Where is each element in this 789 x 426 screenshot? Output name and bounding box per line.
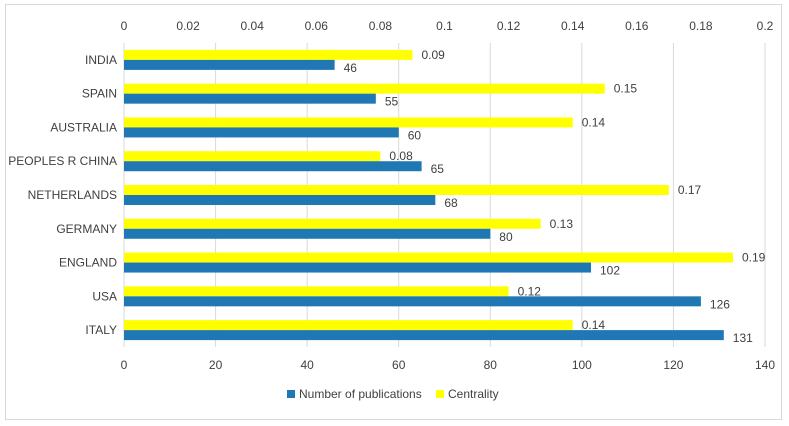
centrality-value-label-7: 0.12 xyxy=(518,284,542,298)
bottom-tick-label-3: 60 xyxy=(392,358,406,372)
publications-value-label-3: 65 xyxy=(431,162,445,176)
publications-value-label-0: 46 xyxy=(344,61,358,75)
legend-label-centrality: Centrality xyxy=(448,387,499,401)
top-tick-label-10: 0.2 xyxy=(757,19,774,33)
centrality-value-label-3: 0.08 xyxy=(389,149,413,163)
publications-bar-0 xyxy=(124,59,335,70)
publications-bar-4 xyxy=(124,195,436,205)
category-label-2: AUSTRALIA xyxy=(50,120,117,134)
centrality-value-label-1: 0.15 xyxy=(614,82,638,96)
legend-label-publications: Number of publications xyxy=(299,387,422,401)
publications-value-label-8: 131 xyxy=(733,331,753,345)
centrality-value-label-4: 0.17 xyxy=(678,183,702,197)
publications-value-label-7: 126 xyxy=(710,297,730,311)
centrality-bar-6 xyxy=(124,252,733,263)
top-tick-label-2: 0.04 xyxy=(241,19,265,33)
top-axis: 0 0.02 0.04 0.06 0.08 0.1 0.12 0.14 0.16 0.18 0.2 xyxy=(121,19,774,33)
publications-value-label-6: 102 xyxy=(600,264,620,278)
category-label-5: GERMANY xyxy=(56,222,117,236)
centrality-value-label-5: 0.13 xyxy=(550,217,574,231)
chart-frame xyxy=(5,4,782,420)
publications-bar-6 xyxy=(124,262,592,273)
publications-bar-3 xyxy=(124,161,422,172)
centrality-value-label-8: 0.14 xyxy=(582,318,606,332)
publications-value-label-4: 68 xyxy=(444,196,458,210)
legend: Number of publications Centrality xyxy=(287,387,499,401)
publications-value-label-2: 60 xyxy=(408,128,422,142)
category-label-6: ENGLAND xyxy=(59,256,117,270)
centrality-bar-0 xyxy=(124,49,413,60)
publications-bar-2 xyxy=(124,127,399,138)
category-label-0: INDIA xyxy=(85,53,117,67)
legend-swatch-publications xyxy=(287,390,295,398)
centrality-bar-8 xyxy=(124,320,573,331)
bars: 0.09 46 0.15 55 0.14 60 0.08 65 0.17 68 0.13 80 0.19… xyxy=(124,48,766,345)
legend-swatch-centrality xyxy=(436,390,444,398)
centrality-bar-2 xyxy=(124,117,573,128)
publications-bar-8 xyxy=(124,330,724,341)
category-label-3: PEOPLES R CHINA xyxy=(8,154,117,168)
centrality-value-label-2: 0.14 xyxy=(582,115,606,129)
publications-bar-5 xyxy=(124,228,491,239)
category-label-7: USA xyxy=(92,289,117,303)
top-tick-label-9: 0.18 xyxy=(689,19,713,33)
centrality-value-label-0: 0.09 xyxy=(421,48,445,62)
bottom-axis: 0 20 40 60 80 100 120 140 xyxy=(121,358,776,372)
centrality-bar-1 xyxy=(124,83,605,94)
bottom-tick-label-7: 140 xyxy=(755,358,775,372)
publications-value-label-5: 80 xyxy=(499,230,513,244)
top-tick-label-1: 0.02 xyxy=(176,19,200,33)
centrality-bar-5 xyxy=(124,218,541,229)
category-label-1: SPAIN xyxy=(82,87,117,101)
category-labels: INDIA SPAIN AUSTRALIA PEOPLES R CHINA NETHER… xyxy=(8,53,117,337)
publications-bar-7 xyxy=(124,296,701,307)
centrality-value-label-6: 0.19 xyxy=(742,251,766,265)
top-tick-label-0: 0 xyxy=(121,19,128,33)
top-tick-label-6: 0.12 xyxy=(497,19,521,33)
bottom-tick-label-4: 80 xyxy=(484,358,498,372)
bottom-tick-label-5: 100 xyxy=(572,358,592,372)
top-tick-label-7: 0.14 xyxy=(561,19,585,33)
top-tick-label-5: 0.1 xyxy=(436,19,453,33)
category-label-8: ITALY xyxy=(85,323,117,337)
publications-bar-1 xyxy=(124,93,376,104)
top-tick-label-3: 0.06 xyxy=(305,19,329,33)
centrality-bar-3 xyxy=(124,151,381,162)
category-label-4: NETHERLANDS xyxy=(28,188,117,202)
top-tick-label-4: 0.08 xyxy=(369,19,393,33)
bottom-tick-label-0: 0 xyxy=(121,358,128,372)
bottom-tick-label-6: 120 xyxy=(663,358,683,372)
bottom-tick-label-1: 20 xyxy=(209,358,223,372)
bottom-tick-label-2: 40 xyxy=(300,358,314,372)
publications-value-label-1: 55 xyxy=(385,95,399,109)
top-tick-label-8: 0.16 xyxy=(625,19,649,33)
centrality-bar-4 xyxy=(124,185,669,195)
centrality-bar-7 xyxy=(124,286,509,297)
